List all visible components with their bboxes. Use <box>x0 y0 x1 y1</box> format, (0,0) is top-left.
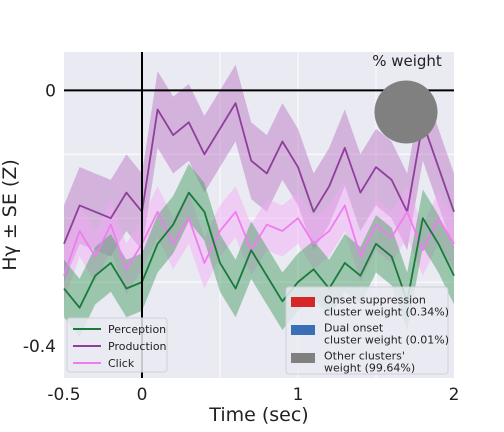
series-line-production <box>63 102 455 245</box>
pie-legend-label-0: Onset suppression cluster weight (0.34%) <box>324 293 449 318</box>
pie-legend-box <box>285 286 449 375</box>
se-band-production <box>64 64 454 283</box>
legend-box <box>66 317 168 373</box>
legend-label-click: Click <box>108 357 135 370</box>
y-tick-label: 0 <box>45 81 56 101</box>
pie-legend-label-2: Other clusters' weight (99.64%) <box>324 349 415 374</box>
x-tick-label: -0.5 <box>47 385 80 405</box>
pie-legend-swatch-0 <box>291 297 315 307</box>
pie-title: % weight <box>372 52 442 70</box>
y-axis-label: Hγ ± SE (Z) <box>0 159 21 270</box>
pie-legend-label-line: Other clusters' <box>324 349 405 362</box>
x-axis-label: Time (sec) <box>208 404 308 426</box>
pie-legend-label-line: Dual onset <box>324 321 384 334</box>
se-band-click <box>64 179 454 302</box>
pie-legend-label-line: Onset suppression <box>324 293 426 306</box>
x-tick-label: 0 <box>137 385 148 405</box>
pie-legend-label-line: weight (99.64%) <box>324 361 415 374</box>
y-tick-label: -0.4 <box>23 337 56 357</box>
series-line-click <box>63 204 455 277</box>
pie-legend-swatch-1 <box>291 325 315 335</box>
pie-legend-swatch-2 <box>291 353 315 363</box>
x-tick-label: 2 <box>449 385 460 405</box>
pie-legend-label-line: cluster weight (0.01%) <box>324 333 449 346</box>
legend-label-perception: Perception <box>108 323 166 336</box>
legend-label-production: Production <box>108 340 167 353</box>
pie-slice-2 <box>374 80 438 144</box>
pie-legend-label-1: Dual onset cluster weight (0.01%) <box>324 321 449 346</box>
series-line-perception <box>63 191 455 309</box>
x-tick-label: 1 <box>293 385 304 405</box>
pie-legend-label-line: cluster weight (0.34%) <box>324 305 449 318</box>
